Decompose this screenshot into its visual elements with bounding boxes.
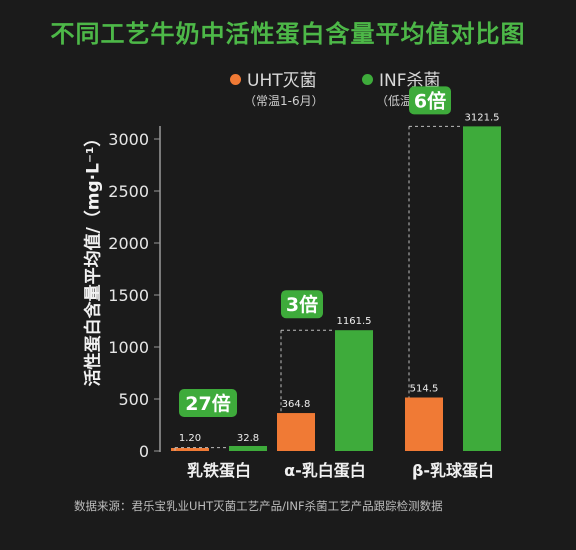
legend-label-uht: UHT灭菌 <box>247 71 317 91</box>
x-category-label: 乳铁蛋白 <box>187 461 251 480</box>
y-tick-label: 1000 <box>108 338 149 357</box>
x-category-label: β-乳球蛋白 <box>412 461 494 480</box>
bar-uht <box>171 448 209 451</box>
chart-title: 不同工艺牛奶中活性蛋白含量平均值对比图 <box>50 20 526 48</box>
ratio-badge-label: 6倍 <box>414 89 446 112</box>
y-tick-label: 1500 <box>108 286 149 305</box>
legend-label-inf: INF杀菌 <box>379 71 441 91</box>
y-tick-label: 3000 <box>108 130 149 149</box>
legend-item-uht: UHT灭菌 <box>230 66 317 91</box>
ratio-badge <box>409 86 451 115</box>
bar-inf <box>463 126 501 451</box>
bar-uht <box>405 397 443 451</box>
data-label-uht: 364.8 <box>282 399 311 410</box>
data-label-inf: 1161.5 <box>337 316 372 327</box>
y-tick-label: 0 <box>139 442 149 461</box>
bar-inf <box>229 446 267 451</box>
legend-item-inf: INF杀菌 <box>362 66 441 91</box>
ratio-badge <box>281 290 323 319</box>
legend-swatch-inf <box>362 74 373 85</box>
x-category-label: α-乳白蛋白 <box>284 461 366 480</box>
ratio-badge <box>179 389 237 417</box>
data-source-note: 数据来源：君乐宝乳业UHT灭菌工艺产品/INF杀菌工艺产品跟踪检测数据 <box>74 499 443 513</box>
data-label-uht: 1.20 <box>179 433 201 444</box>
bar-uht <box>277 413 315 451</box>
y-tick-label: 2000 <box>108 234 149 253</box>
ratio-badge-label: 3倍 <box>286 293 318 316</box>
data-label-inf: 32.8 <box>237 433 259 444</box>
legend-note-uht: （常温1-6月） <box>244 94 324 108</box>
data-label-inf: 3121.5 <box>465 112 500 123</box>
y-tick-label: 500 <box>118 390 149 409</box>
legend-swatch-uht <box>230 74 241 85</box>
y-tick-label: 2500 <box>108 182 149 201</box>
bar-inf <box>335 330 373 451</box>
ratio-badge-label: 27倍 <box>185 392 230 415</box>
data-label-uht: 514.5 <box>410 383 439 394</box>
